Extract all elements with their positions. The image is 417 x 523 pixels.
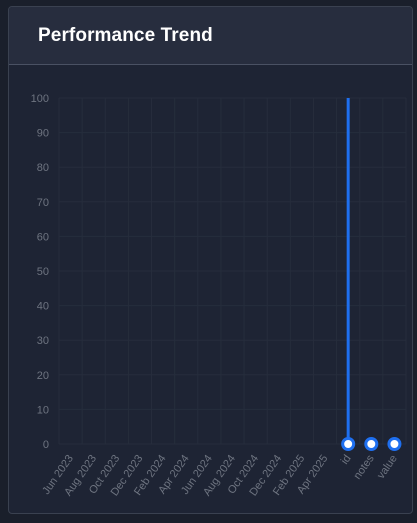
y-tick-label: 40 <box>37 301 49 313</box>
data-point <box>364 437 379 451</box>
x-tick-label: id <box>339 453 354 467</box>
y-tick-label: 0 <box>43 439 49 451</box>
chart-card: Performance Trend 0 10 20 30 40 50 60 70 80 90 100… <box>8 6 413 514</box>
y-tick-label: 50 <box>37 266 49 278</box>
y-axis-ticks: 0 10 20 30 40 50 60 70 80 90 100 <box>31 93 49 451</box>
y-tick-label: 20 <box>37 370 49 382</box>
y-tick-label: 70 <box>37 197 49 209</box>
card-header: Performance Trend <box>9 7 412 65</box>
x-tick-label: value <box>375 453 400 481</box>
chart-area: 0 10 20 30 40 50 60 70 80 90 100 Jun 2023 Aug 2023 O… <box>9 65 412 513</box>
y-tick-label: 100 <box>31 93 49 105</box>
data-point <box>387 437 402 451</box>
chart-title: Performance Trend <box>38 24 213 46</box>
data-point <box>341 437 356 451</box>
y-tick-label: 80 <box>37 162 49 174</box>
y-tick-label: 60 <box>37 231 49 243</box>
grid-layer <box>58 97 407 445</box>
y-tick-label: 30 <box>37 335 49 347</box>
series-layer <box>341 98 402 451</box>
y-tick-label: 90 <box>37 128 49 140</box>
x-tick-label: notes <box>351 452 377 481</box>
y-tick-label: 10 <box>37 404 49 416</box>
